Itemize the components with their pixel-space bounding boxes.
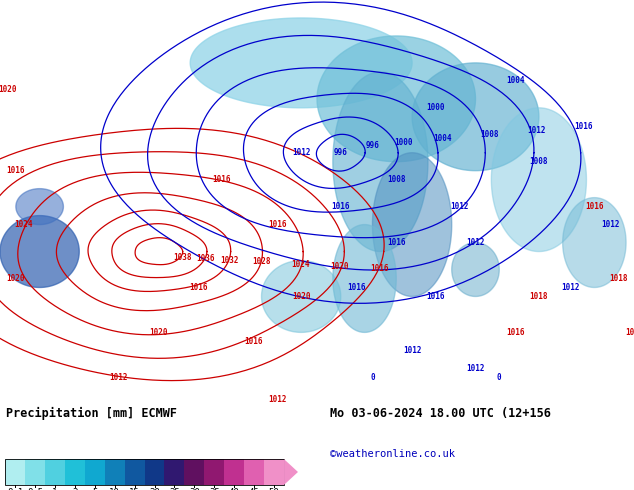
Text: 0.5: 0.5 [27, 488, 43, 490]
Bar [105, 459, 125, 485]
Text: 1012: 1012 [466, 364, 485, 373]
Text: 35: 35 [209, 488, 219, 490]
Text: 1012: 1012 [601, 220, 619, 229]
Text: 1020: 1020 [149, 328, 168, 337]
Polygon shape [452, 243, 500, 296]
Text: 0: 0 [370, 373, 375, 382]
Text: 1004: 1004 [434, 134, 452, 144]
Text: 1008: 1008 [481, 130, 499, 139]
Text: 1038: 1038 [173, 253, 191, 262]
Text: 1012: 1012 [561, 283, 580, 292]
Text: 0: 0 [497, 373, 501, 382]
Text: 1020: 1020 [330, 262, 349, 271]
Text: 1012: 1012 [450, 202, 469, 211]
Text: 1018: 1018 [529, 292, 548, 301]
Bar [5, 459, 25, 485]
Text: 1016: 1016 [370, 264, 389, 273]
Text: 25: 25 [169, 488, 180, 490]
Text: 1: 1 [52, 488, 58, 490]
Bar [204, 459, 224, 485]
Text: 1016: 1016 [268, 220, 287, 229]
Polygon shape [491, 108, 586, 251]
Text: 1012: 1012 [466, 238, 485, 247]
Polygon shape [373, 153, 451, 296]
Text: 1000: 1000 [427, 103, 445, 112]
Text: 1016: 1016 [332, 202, 350, 211]
Text: 1020: 1020 [292, 292, 311, 301]
Polygon shape [333, 224, 396, 332]
Text: 1008: 1008 [529, 157, 548, 166]
Text: 1024: 1024 [15, 220, 33, 229]
Text: 1018: 1018 [609, 274, 628, 283]
Text: Precipitation [mm] ECMWF: Precipitation [mm] ECMWF [6, 407, 178, 420]
Polygon shape [262, 261, 341, 332]
Text: ©weatheronline.co.uk: ©weatheronline.co.uk [330, 449, 455, 459]
Polygon shape [563, 197, 626, 288]
Text: 1016: 1016 [387, 238, 406, 247]
Text: 1004: 1004 [506, 76, 524, 85]
Bar [264, 459, 284, 485]
Text: 1020: 1020 [0, 85, 17, 95]
Text: 1016: 1016 [212, 175, 231, 184]
Bar [85, 459, 105, 485]
Bar [145, 459, 164, 485]
Text: 1036: 1036 [197, 254, 215, 263]
Text: 1012: 1012 [403, 346, 422, 355]
Text: 5: 5 [92, 488, 98, 490]
Bar [125, 459, 145, 485]
Text: 1016: 1016 [189, 283, 207, 292]
Text: 1012: 1012 [110, 373, 128, 382]
Text: 1000: 1000 [394, 138, 413, 147]
Text: 2: 2 [72, 488, 77, 490]
Text: 1016: 1016 [6, 166, 25, 175]
Bar [224, 459, 244, 485]
Text: 1012: 1012 [292, 148, 311, 157]
Bar [184, 459, 204, 485]
Text: 996: 996 [365, 141, 379, 150]
Text: 1016: 1016 [574, 122, 593, 131]
Bar [244, 459, 264, 485]
Text: 0.1: 0.1 [7, 488, 23, 490]
Polygon shape [412, 63, 539, 171]
Bar [25, 459, 45, 485]
Text: 1008: 1008 [387, 175, 406, 184]
Polygon shape [190, 18, 412, 108]
Text: 1016: 1016 [427, 292, 445, 301]
Text: 1016: 1016 [506, 328, 524, 337]
Text: 30: 30 [189, 488, 200, 490]
Text: 45: 45 [249, 488, 259, 490]
Text: 1016: 1016 [244, 337, 263, 346]
Bar [65, 459, 85, 485]
Text: 1016: 1016 [624, 328, 634, 337]
Text: 50: 50 [269, 488, 280, 490]
Text: Mo 03-06-2024 18.00 UTC (12+156: Mo 03-06-2024 18.00 UTC (12+156 [330, 407, 550, 420]
Polygon shape [284, 459, 298, 485]
Text: 1020: 1020 [6, 274, 25, 283]
Bar [164, 459, 184, 485]
Text: 1028: 1028 [252, 257, 270, 267]
Polygon shape [317, 36, 476, 162]
Bar [45, 459, 65, 485]
Text: 1012: 1012 [268, 395, 287, 404]
Text: 1012: 1012 [527, 126, 546, 135]
Text: 15: 15 [129, 488, 140, 490]
Text: 996: 996 [334, 148, 347, 157]
Polygon shape [16, 189, 63, 224]
Polygon shape [333, 72, 428, 251]
Text: 20: 20 [149, 488, 160, 490]
Text: 40: 40 [229, 488, 240, 490]
Polygon shape [0, 216, 79, 288]
Text: 1016: 1016 [347, 283, 366, 292]
Text: 1024: 1024 [291, 260, 309, 269]
Text: 1016: 1016 [585, 202, 604, 211]
Text: 1032: 1032 [220, 256, 239, 265]
Text: 10: 10 [109, 488, 120, 490]
